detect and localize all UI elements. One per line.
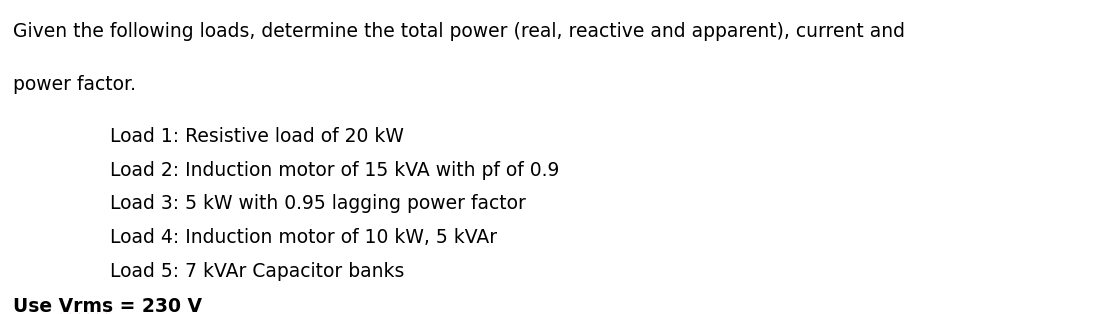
Text: Use Vrms = 230 V: Use Vrms = 230 V bbox=[13, 297, 202, 314]
Text: power factor.: power factor. bbox=[13, 75, 137, 95]
Text: Load 5: 7 kVAr Capacitor banks: Load 5: 7 kVAr Capacitor banks bbox=[110, 262, 405, 281]
Text: Load 1: Resistive load of 20 kW: Load 1: Resistive load of 20 kW bbox=[110, 127, 404, 146]
Text: Load 2: Induction motor of 15 kVA with pf of 0.9: Load 2: Induction motor of 15 kVA with p… bbox=[110, 161, 559, 180]
Text: Load 3: 5 kW with 0.95 lagging power factor: Load 3: 5 kW with 0.95 lagging power fac… bbox=[110, 194, 526, 214]
Text: Given the following loads, determine the total power (real, reactive and apparen: Given the following loads, determine the… bbox=[13, 22, 906, 41]
Text: Load 4: Induction motor of 10 kW, 5 kVAr: Load 4: Induction motor of 10 kW, 5 kVAr bbox=[110, 228, 497, 247]
